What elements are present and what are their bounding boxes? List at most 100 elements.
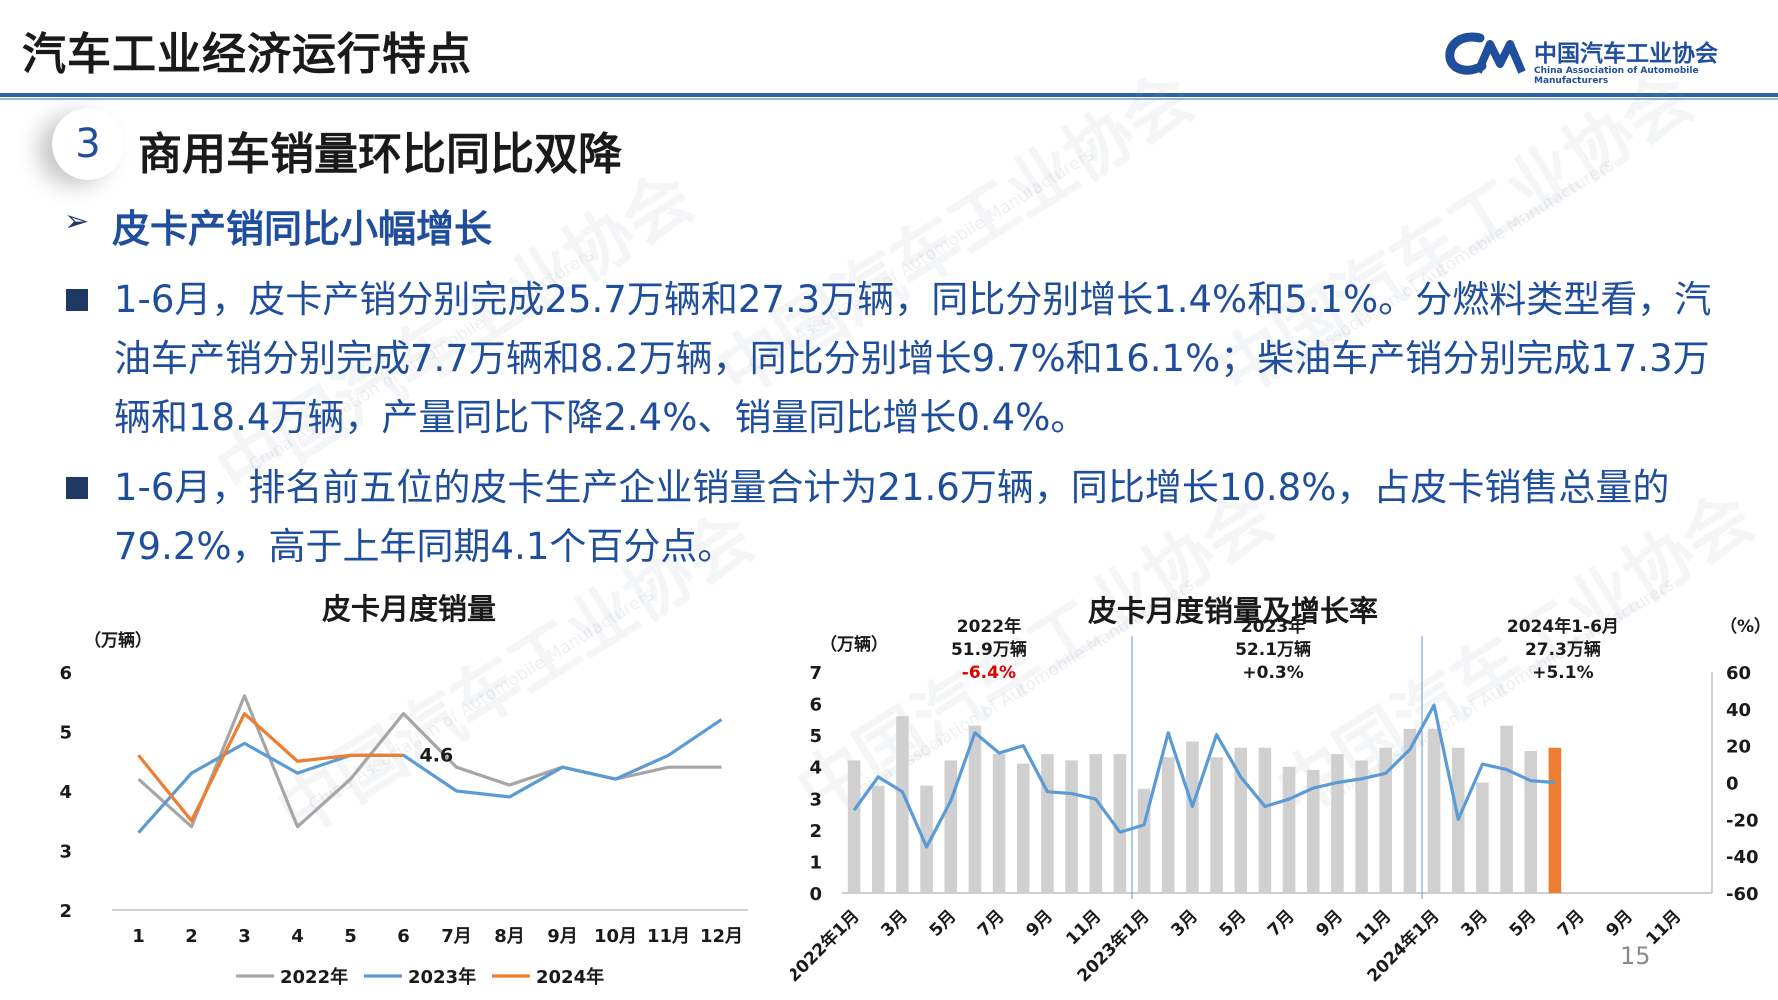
right-y-tick-label: 60	[1726, 663, 1751, 684]
left-y-tick-label: 1	[809, 852, 822, 873]
legend-label: 2024年	[536, 966, 604, 988]
chart-monthly-sales-and-growth: 0 1 2 3 4 5 6 7 -60 -40 -20 0 20 40 60 （万辆） （%） 2022年1月 3月…	[790, 616, 1771, 987]
bar-sales	[896, 716, 909, 893]
bar-sales	[847, 760, 861, 893]
x-tick-label: 9月	[1602, 906, 1637, 941]
x-tick-label: 2022年1月	[790, 906, 864, 987]
annotation-year: 2023年	[1241, 616, 1305, 637]
bar-sales	[1331, 754, 1344, 893]
paragraph-1: 1-6月，皮卡产销分别完成25.7万辆和27.3万辆，同比分别增长1.4%和5.…	[114, 278, 1712, 439]
bar-sales	[1500, 725, 1513, 893]
bar-sales	[1306, 769, 1320, 893]
bar-sales	[1041, 754, 1054, 893]
header-rule-light	[0, 98, 1778, 100]
bar-sales	[944, 760, 958, 893]
logo-text-en: China Association of Automobile Manufact…	[1534, 66, 1699, 86]
square-bullet-icon	[66, 289, 88, 311]
right-y-tick-label: 40	[1726, 700, 1751, 721]
bar-sales	[1548, 747, 1562, 893]
x-tick-label: 7月	[974, 906, 1009, 941]
bar-sales	[1403, 728, 1417, 893]
section-number: 3	[75, 121, 101, 167]
x-tick-label: 7月	[441, 926, 472, 947]
y-tick-label: 2	[59, 901, 72, 922]
annotation-growth: +5.1%	[1532, 663, 1593, 683]
annotation-year: 2022年	[957, 616, 1021, 637]
right-axis-unit: （%）	[1720, 616, 1771, 637]
bar-sales	[1258, 747, 1272, 893]
bar-sales	[1355, 760, 1368, 893]
bar-sales	[1161, 757, 1175, 893]
x-tick-label: 11月	[1352, 906, 1395, 949]
x-tick-label: 9月	[1022, 906, 1057, 941]
x-tick-label: 1	[132, 926, 145, 947]
series-line-2022年	[137, 694, 722, 829]
legend-label: 2023年	[408, 966, 476, 988]
bar-sales	[1282, 766, 1296, 893]
right-y-tick-label: -40	[1726, 847, 1759, 868]
x-tick-label: 10月	[594, 926, 637, 947]
left-y-tick-label: 5	[809, 726, 822, 747]
y-tick-label: 6	[59, 663, 72, 684]
y-tick-label: 3	[59, 842, 72, 863]
bar-sales	[1476, 782, 1489, 893]
logo-text-cn: 中国汽车工业协会	[1534, 41, 1718, 67]
x-tick-label: 11月	[647, 926, 690, 947]
square-bullet-icon	[66, 477, 88, 499]
page-number: 15	[1620, 942, 1651, 970]
bar-sales	[968, 725, 982, 893]
bar-sales	[1113, 754, 1127, 893]
right-y-tick-label: 20	[1726, 737, 1751, 758]
left-y-tick-label: 7	[809, 663, 822, 684]
annotation-total: 52.1万辆	[1235, 639, 1311, 660]
chart1-title: 皮卡月度销量	[322, 592, 497, 626]
annotation-total: 51.9万辆	[951, 639, 1027, 660]
x-tick-label: 8月	[494, 926, 525, 947]
chart2-title: 皮卡月度销量及增长率	[1088, 594, 1379, 628]
data-label: 4.6	[420, 744, 454, 766]
annotation-total: 27.3万辆	[1525, 639, 1601, 660]
bar-sales	[1234, 747, 1248, 893]
legend-label: 2022年	[280, 966, 348, 988]
page-title: 汽车工业经济运行特点	[22, 29, 472, 80]
left-axis-unit: （万辆）	[820, 634, 888, 655]
left-y-tick-label: 0	[809, 884, 822, 905]
x-tick-label: 3	[238, 926, 251, 947]
x-tick-label: 3月	[1167, 906, 1202, 941]
subsection-title: 皮卡产销同比小幅增长	[112, 207, 493, 251]
bar-sales	[1379, 747, 1393, 893]
y-tick-label: 5	[59, 723, 72, 744]
x-tick-label: 7月	[1554, 906, 1589, 941]
bar-sales	[992, 754, 1006, 893]
series-line-2023年	[137, 718, 723, 834]
x-tick-label: 7月	[1264, 906, 1299, 941]
x-tick-label: 11月	[1062, 906, 1105, 949]
x-tick-label: 5	[344, 926, 357, 947]
series-line-2024年	[137, 712, 404, 823]
bar-sales	[1016, 763, 1030, 893]
chart-monthly-pickup-sales: 2 3 4 5 6 （万辆） 1 2 3 4 5 6 7月 8月 9月 10月 11月 12月 4.6 2022年 20…	[59, 630, 748, 988]
bar-sales	[1186, 741, 1199, 893]
x-tick-label: 5月	[1506, 906, 1541, 941]
annotation-year: 2024年1-6月	[1507, 616, 1619, 637]
bar-sales	[1427, 728, 1441, 893]
x-tick-label: 9月	[1312, 906, 1347, 941]
arrow-bullet-icon: ➢	[64, 204, 90, 239]
x-tick-label: 9月	[547, 926, 578, 947]
paragraph-2: 1-6月，排名前五位的皮卡生产企业销量合计为21.6万辆，同比增长10.8%，占…	[114, 466, 1670, 568]
caam-logo-icon	[1445, 32, 1526, 75]
annotation-growth: +0.3%	[1242, 663, 1303, 683]
bar-sales	[1065, 760, 1078, 893]
x-tick-label: 2	[185, 926, 198, 947]
x-tick-label: 4	[291, 926, 304, 947]
left-y-tick-label: 3	[809, 789, 822, 810]
section-number-badge	[52, 108, 124, 180]
x-tick-label: 12月	[700, 926, 743, 947]
header-rule	[0, 93, 1778, 97]
series-line-growth	[852, 703, 1556, 849]
right-y-tick-label: -60	[1726, 884, 1759, 905]
x-tick-label: 3月	[877, 906, 912, 941]
bar-sales	[871, 785, 885, 893]
bar-sales	[1089, 754, 1103, 893]
left-y-tick-label: 6	[809, 695, 822, 716]
